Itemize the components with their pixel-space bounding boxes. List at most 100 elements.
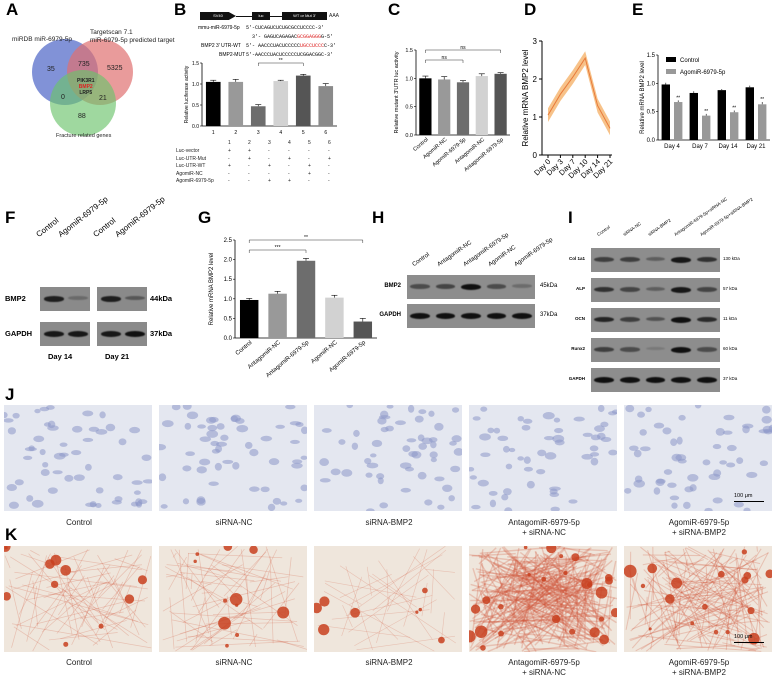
stained-cell [568, 499, 578, 504]
mineral-fiber [469, 594, 571, 622]
mineral-fiber [752, 559, 764, 595]
mineral-fiber [507, 556, 565, 566]
stained-cell [142, 479, 152, 484]
significance-bracket [248, 239, 364, 243]
mineral-fiber [471, 552, 516, 557]
stained-cell [523, 466, 533, 472]
stained-cell [480, 452, 491, 458]
lane-label: Control [34, 216, 61, 239]
stained-cell [47, 487, 58, 494]
mineral-fiber [104, 596, 148, 619]
stained-cell [726, 444, 737, 452]
stained-cell [573, 416, 585, 422]
mineral-fiber [223, 551, 267, 597]
mineral-fiber [67, 577, 99, 623]
seq-tail: G-5' [321, 34, 334, 40]
mineral-fiber [182, 602, 222, 623]
mineral-fiber [564, 611, 606, 621]
y-tick-label: 1 [533, 113, 538, 122]
stained-cell [321, 428, 332, 433]
mineral-fiber [171, 619, 304, 647]
mineral-nodule [559, 554, 564, 559]
panel-label-a: A [6, 0, 19, 19]
micrograph [469, 405, 617, 511]
mineral-fiber [249, 633, 258, 647]
mineral-fiber [503, 576, 563, 633]
mineral-fiber [518, 635, 532, 644]
chart-g-bmp2-mrna: 0.0 0.5 1.0 1.5 2.0 2.5 Relative mRNA BMP2 lev… [209, 235, 377, 379]
x-tick-label: Day 7 [692, 144, 708, 150]
venn-only2: 5325 [107, 65, 123, 72]
micrograph [314, 546, 462, 652]
bar [689, 92, 698, 140]
stained-cell [671, 453, 682, 462]
mineral-fiber [112, 549, 129, 586]
mineral-fiber [99, 581, 138, 587]
stained-cell [712, 497, 723, 504]
sequence: 5'-CUCAGUCUCUGCGCCUCCCC-3' [246, 25, 324, 31]
mineral-fiber [32, 549, 88, 652]
mineral-fiber [73, 556, 91, 595]
stained-cell [31, 499, 44, 508]
mineral-fiber [517, 578, 580, 625]
stained-cell [380, 426, 389, 433]
mineral-fiber [15, 581, 108, 627]
mineral-fiber [97, 568, 146, 628]
stained-cell [487, 427, 495, 434]
mineral-fiber [478, 585, 543, 649]
mineral-fiber [516, 574, 565, 616]
mineral-fiber [348, 574, 429, 633]
mineral-fiber [489, 601, 595, 632]
mineral-fiber [98, 575, 115, 597]
mineral-nodule [725, 629, 730, 635]
mineral-fiber [502, 626, 529, 630]
mineral-fiber [510, 593, 518, 636]
luc-reporter: luc [252, 12, 270, 20]
mineral-fiber [522, 569, 565, 582]
stained-cell [52, 470, 63, 475]
stained-cell [637, 411, 645, 418]
stained-cell [503, 488, 512, 496]
cell-layer [469, 405, 617, 511]
mineral-fiber [549, 553, 609, 627]
mineral-nodule [225, 643, 229, 648]
mineral-fiber [386, 569, 389, 607]
mineral-fiber [518, 632, 603, 641]
stained-cell [501, 494, 509, 501]
bar [228, 81, 244, 126]
x-tick-label: AgomiR-NC [310, 340, 339, 366]
stained-cell [449, 441, 457, 446]
y-tick-label: 3 [533, 37, 538, 46]
bar [325, 297, 344, 338]
mineral-nodule [569, 628, 576, 635]
mineral-nodule [665, 594, 675, 604]
scale-bar [734, 642, 764, 643]
stained-cell [118, 438, 127, 446]
mineral-fiber [486, 552, 518, 621]
mineral-fiber [470, 549, 484, 644]
mineral-fiber [672, 559, 688, 639]
mineral-fiber [524, 558, 582, 600]
mineral-fiber [699, 605, 707, 641]
mineral-fiber [735, 553, 757, 646]
gene-pik3r1: PIK3R1 [77, 78, 95, 84]
mineral-fiber [577, 547, 613, 606]
stained-cell [550, 506, 560, 511]
mineral-fiber [662, 561, 691, 630]
table-cell: - [248, 178, 250, 184]
protein-band [671, 257, 692, 263]
mineral-fiber [331, 609, 430, 620]
mineral-fiber [663, 617, 735, 641]
y-tick-label: 2 [533, 75, 538, 84]
mineral-fiber [733, 570, 739, 646]
protein-band [645, 287, 666, 292]
mineral-fiber [174, 549, 220, 608]
stained-cell [43, 422, 51, 427]
mineral-fiber [557, 563, 604, 586]
mineral-fiber [564, 589, 617, 624]
mineral-fiber [80, 611, 124, 619]
caption-line: AgomiR-6979-5p [668, 518, 730, 527]
stained-cell [417, 471, 427, 480]
protein-label: OCN [575, 316, 585, 321]
protein-band [594, 347, 614, 352]
